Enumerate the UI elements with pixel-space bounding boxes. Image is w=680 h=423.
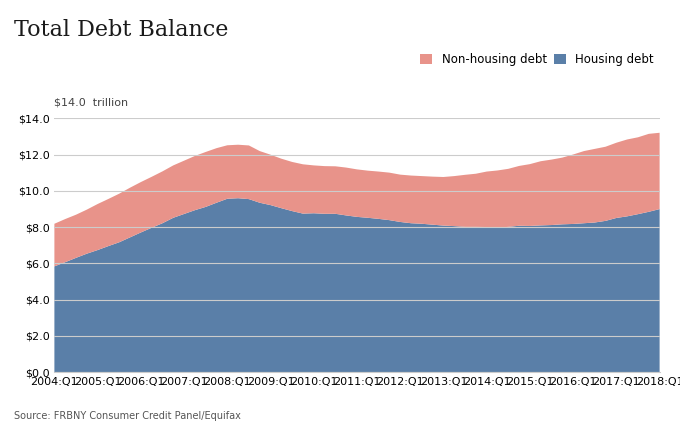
Text: Total Debt Balance: Total Debt Balance [14, 19, 228, 41]
Legend: Non-housing debt, Housing debt: Non-housing debt, Housing debt [420, 53, 653, 66]
Text: $14.0  trillion: $14.0 trillion [54, 98, 129, 108]
Text: Source: FRBNY Consumer Credit Panel/Equifax: Source: FRBNY Consumer Credit Panel/Equi… [14, 411, 241, 421]
